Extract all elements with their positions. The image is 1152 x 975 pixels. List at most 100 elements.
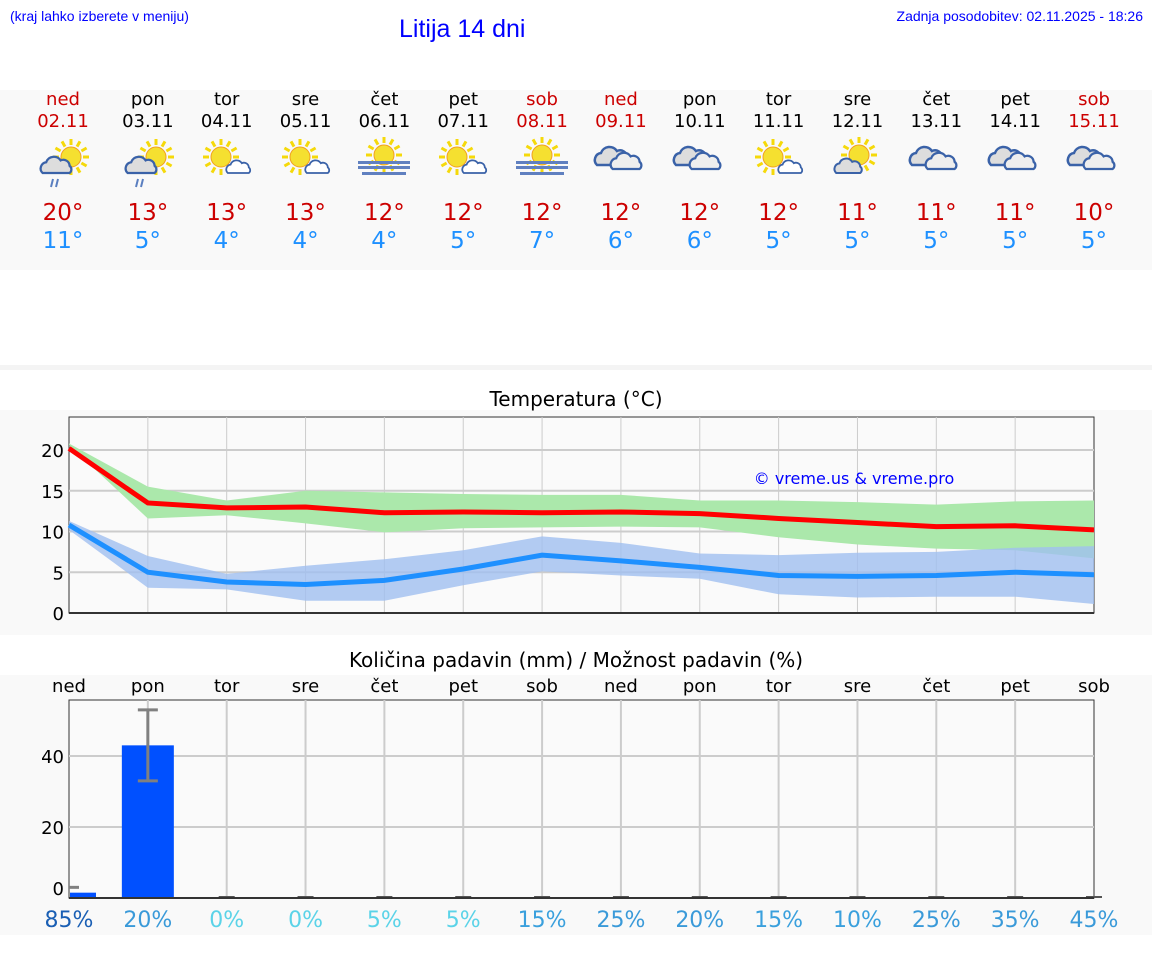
x-category-label: čet — [922, 676, 950, 697]
forecast-day: sre 05.11 13° 4° — [266, 89, 346, 255]
sun-fog-icon — [344, 133, 424, 193]
x-category-label: sre — [292, 676, 319, 697]
min-temp: 4° — [213, 228, 240, 254]
day-name: tor — [765, 89, 792, 110]
day-date: 03.11 — [122, 111, 174, 132]
x-category-label: tor — [766, 676, 792, 697]
forecast-day: ned 02.11 20° 11° — [23, 89, 103, 255]
precip-probability: 0% — [209, 908, 244, 933]
y-tick-label: 0 — [53, 604, 64, 625]
min-temp: 4° — [292, 228, 319, 254]
x-category-label: ned — [52, 676, 86, 697]
sun-cloud-icon — [817, 133, 897, 193]
forecast-day: sre 12.11 11° 5° — [817, 89, 897, 255]
location-hint: (kraj lahko izberete v meniju) — [10, 8, 189, 24]
precip-probability: 45% — [1070, 908, 1119, 933]
forecast-day: ned 09.11 12° 6° — [581, 89, 661, 255]
max-temp: 11° — [837, 200, 878, 226]
precip-probability: 5% — [367, 908, 402, 933]
max-temp: 13° — [127, 200, 169, 226]
cloudy-icon — [660, 133, 740, 193]
day-date: 08.11 — [516, 111, 568, 132]
max-temp: 12° — [363, 200, 405, 226]
min-temp: 5° — [844, 228, 871, 254]
precip-bar — [70, 892, 96, 898]
min-temp: 11° — [42, 228, 84, 254]
y-tick-label: 0 — [53, 879, 64, 900]
min-temp: 6° — [607, 228, 634, 254]
forecast-day: pon 10.11 12° 6° — [660, 89, 740, 255]
min-temp: 5° — [923, 228, 950, 254]
min-temp: 5° — [134, 228, 161, 254]
day-date: 06.11 — [358, 111, 411, 132]
day-date: 05.11 — [279, 111, 332, 132]
day-name: pet — [448, 89, 478, 110]
forecast-strip — [0, 90, 1152, 270]
day-name: sre — [291, 89, 320, 110]
last-updated: Zadnja posodobitev: 02.11.2025 - 18:26 — [896, 8, 1143, 24]
max-temp: 12° — [679, 200, 721, 226]
min-temp: 5° — [1002, 228, 1029, 254]
day-date: 10.11 — [674, 111, 726, 132]
day-name: pon — [682, 89, 717, 110]
sun-cloud-rain-icon — [23, 133, 103, 193]
x-category-label: sre — [844, 676, 871, 697]
max-temp: 12° — [442, 200, 484, 226]
day-date: 12.11 — [831, 111, 884, 132]
day-name: čet — [922, 89, 951, 110]
day-name: sre — [843, 89, 872, 110]
y-tick-label: 40 — [41, 747, 64, 768]
max-temp: 11° — [994, 200, 1036, 226]
plot-area — [68, 699, 1095, 899]
precip-probability: 15% — [754, 908, 803, 933]
forecast-day: pet 14.11 11° 5° — [975, 89, 1055, 255]
x-category-label: pon — [131, 676, 165, 697]
y-tick-label: 20 — [41, 818, 64, 839]
day-date: 02.11 — [37, 111, 89, 132]
day-date: 14.11 — [989, 111, 1041, 132]
precip-chart-title: Količina padavin (mm) / Možnost padavin … — [348, 648, 804, 672]
max-temp-line — [67, 446, 1095, 533]
precip-probability: 5% — [446, 908, 481, 933]
forecast-day: pet 07.11 12° 5° — [423, 89, 503, 255]
forecast-day: pon 03.11 13° 5° — [108, 89, 188, 255]
min-temp: 4° — [371, 228, 398, 254]
day-name: pon — [130, 89, 165, 110]
sun-fog-icon — [502, 133, 582, 193]
sun-small-cloud-icon — [266, 133, 346, 193]
min-temp-line — [67, 522, 1095, 587]
sun-cloud-rain-icon — [108, 133, 188, 193]
max-temp: 11° — [915, 200, 957, 226]
forecast-day: tor 11.11 12° 5° — [739, 89, 819, 255]
day-name: ned — [46, 89, 80, 110]
cloudy-icon — [975, 133, 1055, 193]
max-temp: 12° — [521, 200, 563, 226]
y-tick-label: 20 — [41, 441, 64, 462]
precip-probability: 20% — [675, 908, 724, 933]
min-temp: 7° — [528, 228, 556, 254]
precip-probability: 10% — [833, 908, 882, 933]
max-band — [69, 443, 1094, 559]
day-name: sob — [1078, 89, 1110, 110]
forecast-day: tor 04.11 13° 4° — [187, 89, 267, 255]
day-name: ned — [603, 89, 638, 110]
x-category-label: ned — [604, 676, 638, 697]
sun-small-cloud-icon — [739, 133, 819, 193]
sun-small-cloud-icon — [423, 133, 503, 193]
x-category-label: pet — [448, 676, 478, 697]
min-temp: 6° — [686, 228, 713, 254]
x-category-label: tor — [214, 676, 240, 697]
watermark: © vreme.us & vreme.pro — [754, 469, 955, 488]
min-temp: 5° — [450, 228, 477, 254]
day-date: 04.11 — [200, 111, 253, 132]
day-date: 13.11 — [910, 111, 963, 132]
page-title: Litija 14 dni — [399, 15, 526, 43]
precip-probability: 25% — [596, 908, 645, 933]
y-tick-label: 5 — [53, 563, 64, 584]
day-date: 11.11 — [752, 111, 805, 132]
cloudy-icon — [581, 133, 661, 193]
x-category-label: sob — [1078, 676, 1110, 697]
y-tick-label: 10 — [41, 523, 64, 544]
cloudy-icon — [1054, 133, 1134, 193]
precip-probability: 0% — [288, 908, 323, 933]
